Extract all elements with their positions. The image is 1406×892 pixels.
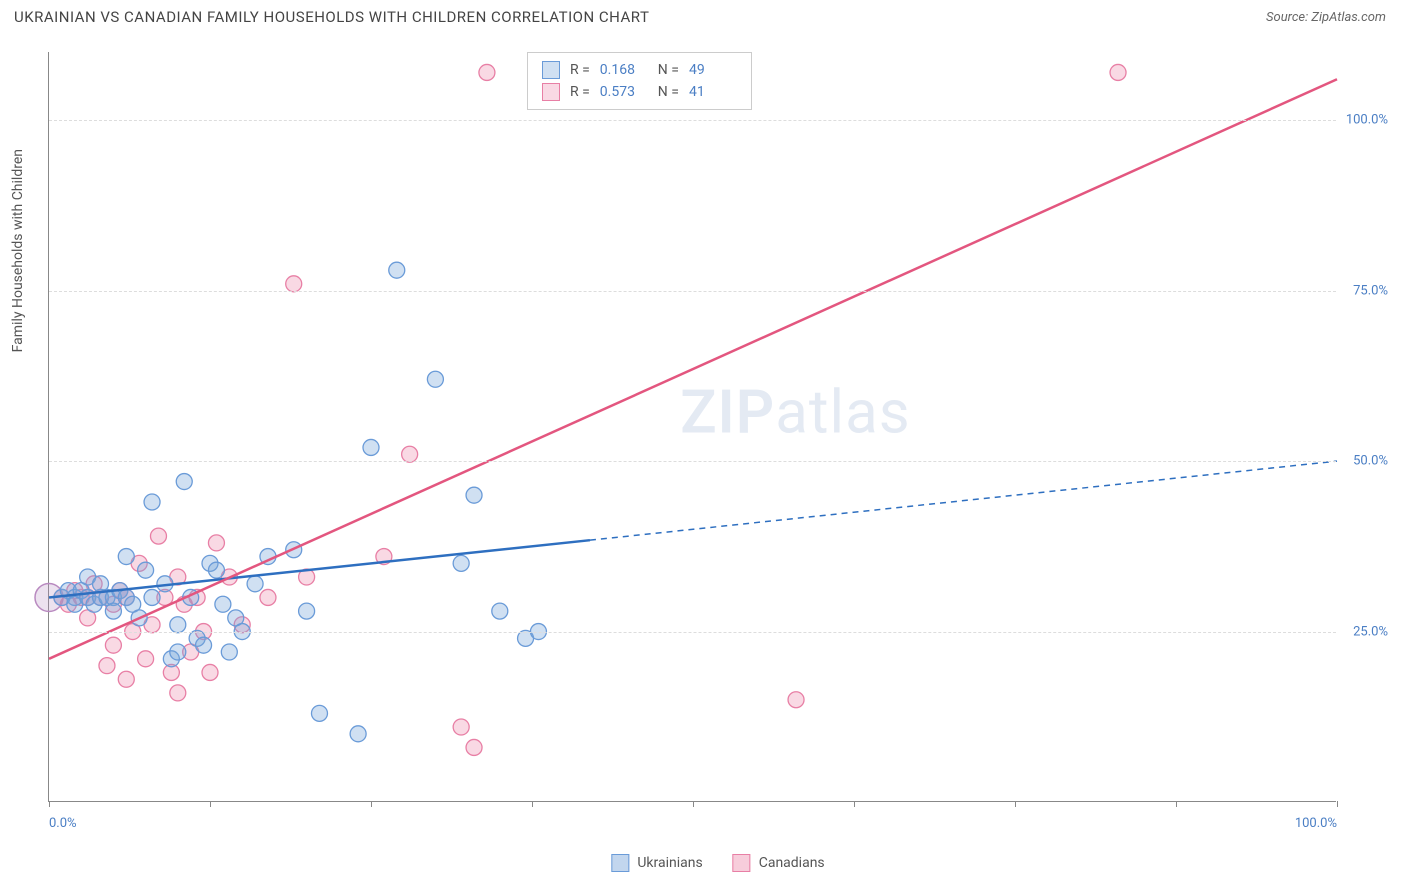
stat-n-value-ukrainians: 49 <box>689 62 737 78</box>
legend-stats-box: R = 0.168 N = 49 R = 0.573 N = 41 <box>527 52 752 110</box>
stat-r-label: R = <box>570 62 590 78</box>
x-tick <box>854 801 855 807</box>
x-tick <box>693 801 694 807</box>
y-tick-label: 25.0% <box>1353 624 1388 639</box>
source-attribution: Source: ZipAtlas.com <box>1266 10 1386 25</box>
y-tick-label: 100.0% <box>1346 113 1388 128</box>
swatch-ukrainians-bottom <box>611 854 629 872</box>
gridline-h <box>49 120 1336 121</box>
x-tick <box>1015 801 1016 807</box>
chart-container: Family Households with Children ZIPatlas… <box>48 52 1388 840</box>
x-tick <box>1176 801 1177 807</box>
y-tick-label: 75.0% <box>1353 283 1388 298</box>
legend-label-canadians: Canadians <box>759 855 825 871</box>
legend-label-ukrainians: Ukrainians <box>637 855 702 871</box>
gridline-h <box>49 291 1336 292</box>
plot-svg <box>49 52 1337 802</box>
x-tick-label: 100.0% <box>1295 816 1337 831</box>
x-tick <box>210 801 211 807</box>
stat-r-value-canadians: 0.573 <box>600 84 648 100</box>
chart-title: UKRAINIAN VS CANADIAN FAMILY HOUSEHOLDS … <box>14 8 649 26</box>
plot-area: ZIPatlas R = 0.168 N = 49 R = 0.573 N = … <box>48 52 1336 802</box>
gridline-h <box>49 461 1336 462</box>
x-tick-label: 0.0% <box>49 816 77 831</box>
y-tick-label: 50.0% <box>1353 454 1388 469</box>
y-axis-label: Family Households with Children <box>10 149 26 352</box>
stat-r-label: R = <box>570 84 590 100</box>
stat-n-value-canadians: 41 <box>689 84 737 100</box>
swatch-canadians-bottom <box>733 854 751 872</box>
stat-n-label: N = <box>658 84 679 100</box>
x-tick <box>49 801 50 807</box>
legend-stats-row-canadians: R = 0.573 N = 41 <box>542 81 737 103</box>
x-tick <box>371 801 372 807</box>
swatch-ukrainians <box>542 61 560 79</box>
swatch-canadians <box>542 83 560 101</box>
legend-stats-row-ukrainians: R = 0.168 N = 49 <box>542 59 737 81</box>
stat-r-value-ukrainians: 0.168 <box>600 62 648 78</box>
legend-bottom: Ukrainians Canadians <box>611 854 824 872</box>
x-tick <box>1337 801 1338 807</box>
stat-n-label: N = <box>658 62 679 78</box>
x-tick <box>532 801 533 807</box>
legend-item-ukrainians: Ukrainians <box>611 854 702 872</box>
legend-item-canadians: Canadians <box>733 854 825 872</box>
gridline-h <box>49 632 1336 633</box>
